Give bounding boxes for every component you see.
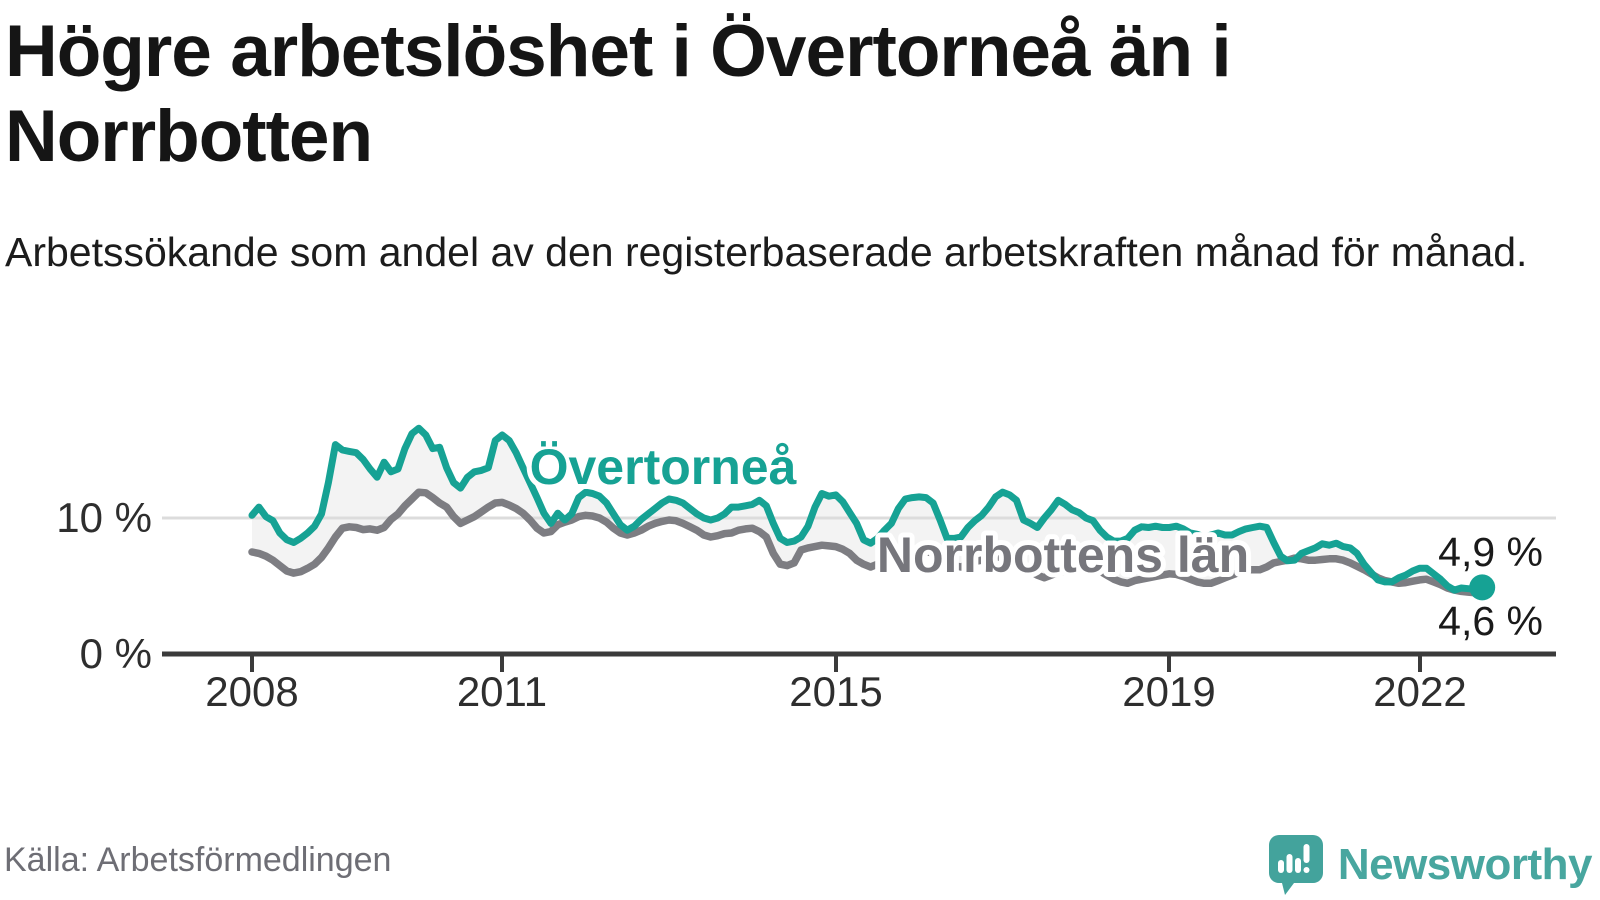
page-title: Högre arbetslöshet i Övertorneå än i Nor… bbox=[5, 11, 1232, 177]
chart-subtitle: Arbetssökande som andel av den registerb… bbox=[5, 229, 1528, 275]
source-note: Källa: Arbetsförmedlingen bbox=[4, 841, 392, 879]
chart-bars-icon bbox=[1277, 844, 1310, 873]
newsworthy-logo-text: Newsworthy bbox=[1337, 840, 1593, 889]
series-overtornea-label: Övertorneå bbox=[530, 439, 797, 495]
x-axis-tick-label: 2011 bbox=[457, 668, 547, 715]
x-axis-tick-label: 2015 bbox=[789, 668, 882, 715]
x-axis-tick-label: 2022 bbox=[1373, 668, 1466, 715]
series-overtornea-line bbox=[248, 424, 1486, 594]
end-value-label-overtornea: 4,9 % bbox=[1438, 529, 1543, 575]
end-value-label-norrbotten: 4,6 % bbox=[1438, 598, 1543, 644]
series-end-dot bbox=[1469, 574, 1496, 601]
series-norrbotten-label: Norrbottens län bbox=[877, 527, 1249, 583]
x-axis-ticks bbox=[250, 654, 1422, 672]
series-norrbotten-line bbox=[248, 488, 1486, 597]
series-fill-area bbox=[252, 428, 1483, 593]
y-axis-label-10pct: 10 % bbox=[56, 494, 152, 541]
line-chart: 10 % 0 % 2008 2011 2015 2019 2022 Överto… bbox=[56, 424, 1556, 715]
newsworthy-logo-icon bbox=[1268, 835, 1323, 895]
x-axis-tick-label: 2019 bbox=[1122, 668, 1215, 715]
y-axis-label-0pct: 0 % bbox=[80, 630, 152, 677]
newsworthy-logo: Newsworthy bbox=[1268, 833, 1593, 897]
x-axis-tick-label: 2008 bbox=[205, 668, 298, 715]
